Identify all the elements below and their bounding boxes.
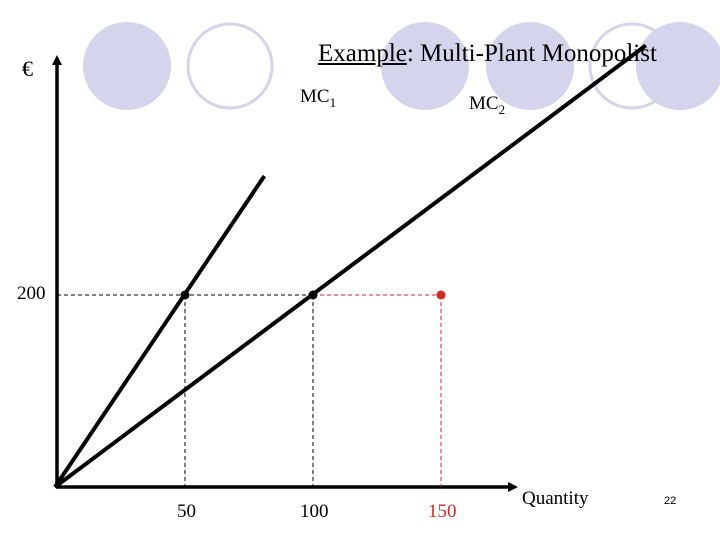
mc-label-1: MC1 [300, 86, 337, 110]
page-number: 22 [664, 495, 677, 507]
mc-label-1-subscript: 1 [329, 94, 337, 110]
title-underlined: Example [318, 40, 407, 67]
x-tick-150: 150 [428, 501, 457, 522]
decor-circle-filled-3 [486, 22, 574, 110]
mc-label-2-subscript: 2 [498, 101, 506, 117]
point-100 [308, 290, 318, 300]
x-tick-50: 50 [177, 501, 196, 522]
slide-title: Example: Multi-Plant Monopolist [318, 40, 657, 68]
point-50 [180, 290, 190, 300]
title-rest: : Multi-Plant Monopolist [406, 40, 657, 67]
decor-circle-filled-4 [636, 22, 720, 110]
decor-circle-filled-1 [83, 22, 171, 110]
mc-line-2 [53, 43, 647, 489]
point-150 [436, 290, 446, 300]
x-tick-100: 100 [300, 501, 329, 522]
decor-circle-filled-2 [381, 22, 469, 110]
x-axis-title: Quantity [522, 488, 589, 509]
mc-label-2: MC2 [469, 93, 506, 117]
mc-line-1 [53, 174, 267, 489]
y-axis-label: € [22, 56, 33, 81]
y-tick-200: 200 [17, 283, 46, 304]
decor-circle-outline-1 [186, 22, 274, 110]
